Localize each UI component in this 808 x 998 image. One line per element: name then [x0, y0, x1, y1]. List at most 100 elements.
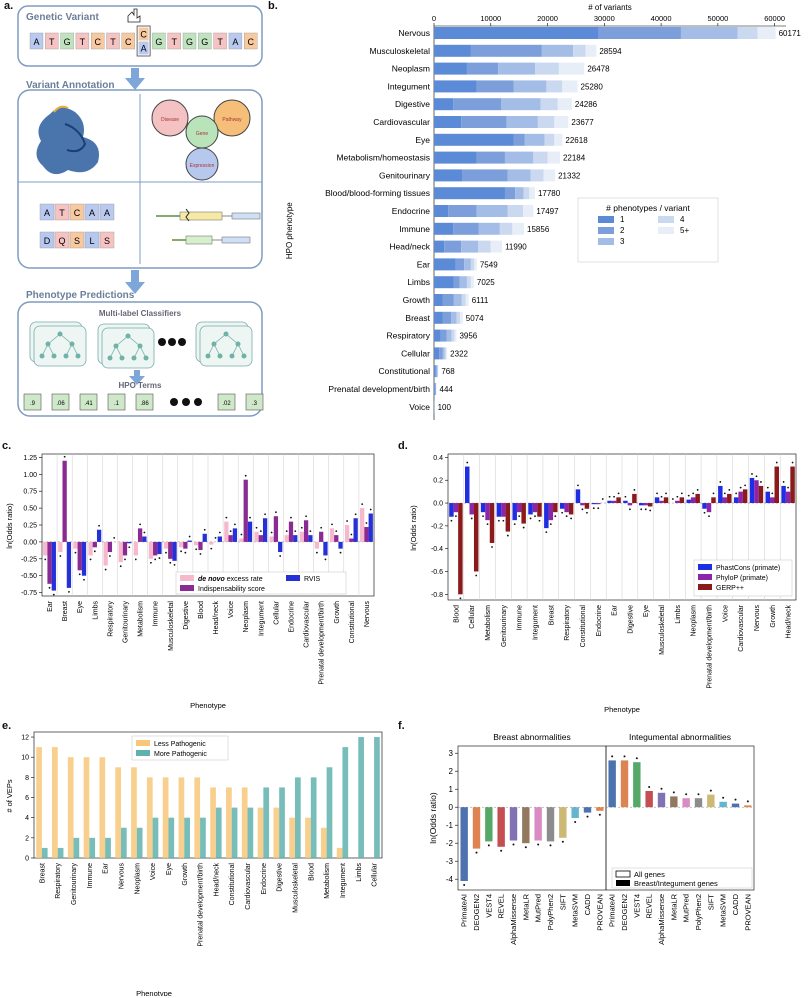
f-bar: [534, 807, 542, 841]
b-bar-segment: [515, 187, 524, 200]
d-legend-swatch: [698, 574, 712, 580]
b-category-label: Digestive: [395, 99, 430, 109]
bar: [329, 528, 335, 542]
hpo-term-value: .02: [222, 401, 231, 407]
sig-marker: [113, 537, 116, 539]
sig-marker: [48, 586, 51, 589]
f-x-tick-label: MetaSVM: [719, 894, 728, 927]
x-tick-label: Blood: [308, 863, 315, 881]
f-bar: [583, 807, 592, 813]
hpo-term-box: [245, 393, 264, 411]
sig-marker: [565, 515, 568, 518]
b-bar-segment: [459, 276, 467, 289]
b-bar-segment: [434, 116, 462, 128]
bar: [288, 521, 294, 542]
hand-pointer-icon: [127, 8, 141, 23]
x-tick-label: Musculoskeletal: [168, 601, 175, 651]
x-tick-label: Constitutional: [580, 605, 587, 648]
f-bar: [596, 807, 604, 811]
y-tick-label: -0.2: [431, 523, 443, 530]
sig-marker: [613, 495, 615, 498]
bar: [115, 767, 121, 858]
bar: [310, 777, 317, 858]
b-bar-segment: [465, 294, 469, 306]
f-x-tick-label: VEST4: [484, 894, 493, 918]
b-y-title: HPO phenotype: [285, 202, 294, 259]
dna-base: [29, 32, 44, 50]
b-bar-segment: [554, 116, 569, 128]
b-bar-segment: [535, 62, 559, 75]
b-bar-segment: [562, 80, 578, 93]
e-y-title: # of VEPs: [5, 779, 14, 813]
bar: [105, 837, 111, 858]
panel-f-letter: f.: [398, 720, 405, 732]
bar: [273, 516, 279, 542]
b-bar-segment: [504, 187, 516, 200]
sig-marker: [93, 550, 96, 553]
bar: [247, 521, 253, 542]
bar: [66, 541, 72, 588]
bar: [485, 503, 490, 521]
x-tick-label: Respiratory: [55, 863, 62, 899]
b-category-label: Breast: [405, 313, 430, 323]
amino-acid-letter: L: [89, 236, 94, 246]
x-tick-label: Prenatal development/birth: [198, 863, 205, 947]
bar: [96, 529, 102, 542]
d-y-title: ln(Odds ratio): [409, 505, 418, 551]
sig-marker: [78, 573, 81, 576]
sig-marker: [656, 492, 658, 495]
x-tick-label: Respiratory: [564, 605, 571, 641]
bar: [131, 767, 137, 858]
sig-marker: [98, 524, 100, 527]
bar: [217, 536, 222, 542]
b-x-tick-label: 40000: [651, 14, 672, 23]
b-legend-swatch: [598, 227, 614, 234]
f-x-tick-label: PolyPhen2: [546, 894, 555, 930]
sig-marker: [696, 489, 699, 491]
amino-acid-letter: D: [44, 236, 51, 246]
y-tick-label: 0: [25, 856, 29, 863]
b-total-label: 21332: [558, 171, 581, 180]
b-bar-segment: [461, 240, 479, 253]
bar: [702, 503, 707, 509]
sig-marker: [775, 461, 778, 464]
bar: [210, 787, 216, 858]
b-total-label: 2322: [450, 349, 468, 358]
bar: [553, 503, 558, 513]
variant-ref-base: C: [140, 30, 147, 40]
bar: [168, 541, 173, 559]
f-bar: [485, 807, 493, 842]
hpo-term-box: [107, 393, 126, 411]
e-legend-label: Less Pathogenic: [154, 741, 206, 748]
bar: [293, 535, 298, 542]
f-y-tick-label: -2: [446, 839, 454, 848]
b-bar-segment: [512, 222, 525, 235]
b-legend-label: 2: [620, 226, 625, 235]
bar: [453, 503, 459, 513]
sig-marker: [68, 590, 70, 593]
x-tick-label: Cardiovascular: [245, 862, 252, 909]
x-tick-label: Prenatal development/birth: [319, 601, 326, 685]
bar: [153, 541, 158, 556]
sig-marker: [154, 558, 157, 561]
f-x-tick-label: DEOGEN2: [472, 894, 481, 931]
d-legend-label: PhyloP (primate): [716, 575, 768, 582]
bar: [733, 497, 739, 504]
b-bar-segment: [453, 98, 501, 111]
plot-frame: [33, 731, 383, 859]
bar: [43, 541, 48, 556]
y-tick-label: 12: [21, 735, 29, 742]
f-x-tick-label: CADD: [731, 893, 740, 915]
classifiers-label: Multi-label Classifiers: [99, 309, 182, 318]
sig-marker: [687, 494, 690, 497]
f-bar: [719, 801, 727, 808]
bar: [258, 535, 263, 542]
b-x-tick-label: 50000: [707, 14, 728, 23]
bar: [137, 528, 143, 542]
bar: [232, 528, 238, 542]
dna-base: [60, 32, 74, 50]
bar: [152, 817, 159, 858]
bar: [36, 747, 42, 858]
sig-marker: [459, 597, 462, 600]
dna-base: [198, 32, 212, 50]
